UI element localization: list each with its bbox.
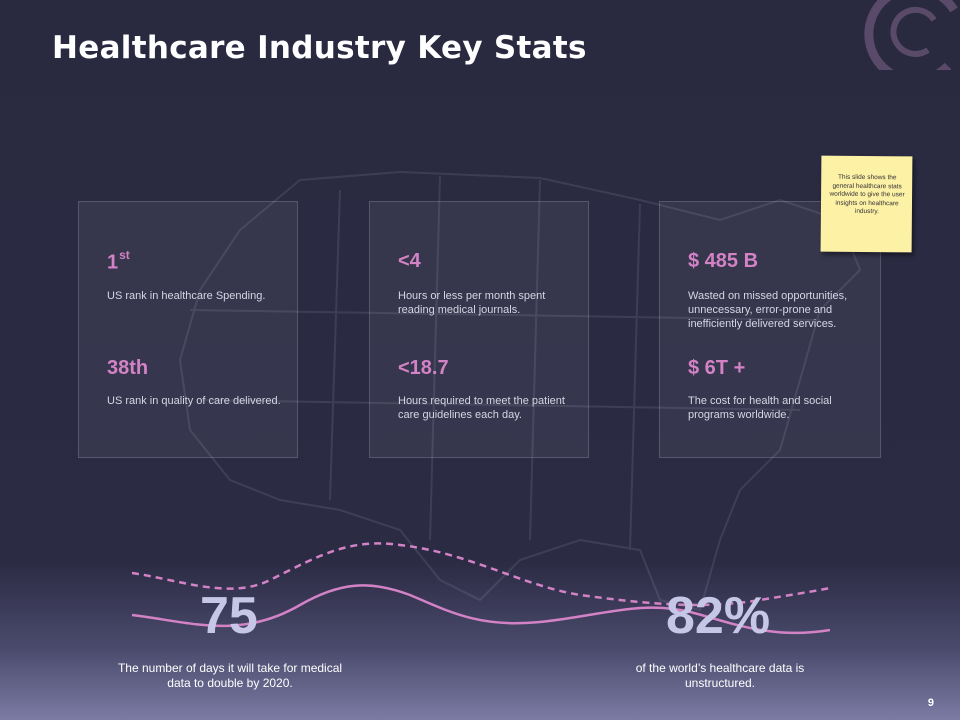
stat-description: US rank in healthcare Spending. [107, 290, 266, 302]
stat-description: Wasted on missed opportunities, unnecess… [688, 290, 848, 330]
stat-guideline-hours: <18.7 [398, 357, 449, 379]
wave-lines-decoration [131, 542, 831, 635]
big-stat-unstructured-percent: 82% [666, 587, 771, 645]
stat-card-2: <4 Hours or less per month spent reading… [369, 201, 589, 458]
big-stat-caption: The number of days it will take for medi… [117, 661, 343, 690]
stat-worldwide-cost: $ 6T + [688, 357, 746, 379]
stat-wasted-cost: $ 485 B [688, 250, 759, 272]
sticky-note-text: This slide shows the general healthcare … [829, 173, 905, 216]
stat-card-3: $ 485 B Wasted on missed opportunities, … [659, 201, 881, 458]
stat-quality-rank: 38th [107, 357, 149, 379]
stat-description: The cost for health and social programs … [688, 395, 832, 421]
stat-description: Hours or less per month spent reading me… [398, 290, 546, 316]
stat-description: Hours required to meet the patient care … [398, 395, 565, 421]
stat-us-spending-rank: 1st [107, 248, 130, 274]
stat-card-1: 1st US rank in healthcare Spending. 38th… [78, 201, 298, 458]
big-stat-days: 75 [200, 587, 258, 645]
us-map-background [178, 170, 862, 612]
slide-title: Healthcare Industry Key Stats [52, 30, 587, 66]
stat-description: US rank in quality of care delivered. [107, 395, 281, 407]
stat-reading-hours: <4 [398, 250, 421, 272]
page-number: 9 [927, 697, 934, 709]
corner-arc-decoration [864, 0, 958, 70]
sticky-note: This slide shows the general healthcare … [820, 155, 913, 253]
big-stat-caption: of the world’s healthcare data is unstru… [635, 661, 805, 690]
